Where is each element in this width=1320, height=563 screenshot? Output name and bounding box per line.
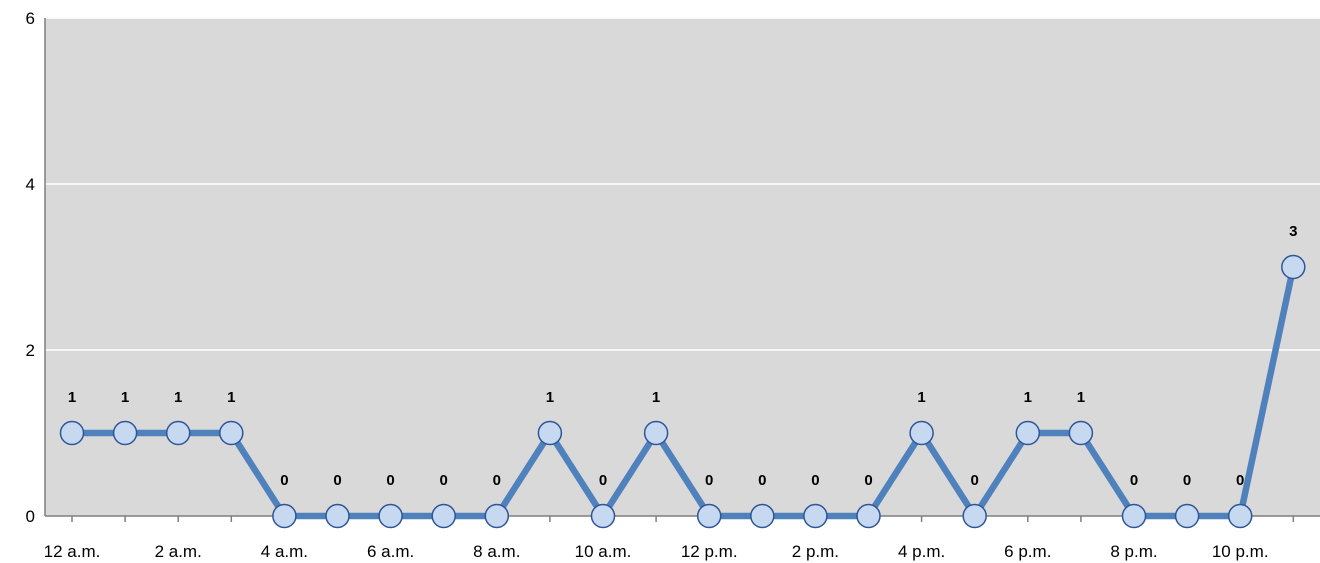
data-point bbox=[1281, 254, 1306, 280]
data-label: 0 bbox=[705, 472, 713, 489]
data-label: 0 bbox=[758, 472, 766, 489]
x-tick-label: 4 a.m. bbox=[261, 542, 308, 561]
data-point bbox=[112, 420, 138, 446]
y-axis-tick-labels: 0 2 4 6 bbox=[26, 9, 35, 526]
data-label: 0 bbox=[440, 472, 448, 489]
x-tick-label: 10 a.m. bbox=[575, 542, 632, 561]
data-point bbox=[537, 420, 563, 446]
data-label: 0 bbox=[386, 472, 394, 489]
x-tick-label: 10 p.m. bbox=[1212, 542, 1269, 561]
data-point bbox=[165, 420, 191, 446]
data-label: 0 bbox=[1130, 472, 1138, 489]
y-tick-label: 4 bbox=[26, 175, 35, 194]
series-line-segment bbox=[228, 429, 288, 520]
data-label: 0 bbox=[333, 472, 341, 489]
data-point bbox=[1015, 420, 1041, 446]
gridlines bbox=[45, 17, 1320, 351]
y-tick-label: 6 bbox=[26, 9, 35, 28]
data-label: 0 bbox=[280, 472, 288, 489]
data-point bbox=[909, 420, 934, 446]
x-tick-label: 4 p.m. bbox=[898, 542, 945, 561]
data-point bbox=[803, 503, 828, 529]
data-label: 0 bbox=[971, 472, 979, 489]
y-tick-label: 2 bbox=[26, 341, 35, 360]
data-label: 1 bbox=[174, 389, 182, 406]
data-point bbox=[962, 503, 987, 529]
data-point bbox=[696, 503, 722, 529]
data-label: 1 bbox=[121, 389, 129, 406]
series-line-segment bbox=[493, 429, 554, 520]
x-tick-label: 2 p.m. bbox=[792, 542, 839, 561]
data-label: 1 bbox=[1024, 389, 1032, 406]
x-tick-label: 12 p.m. bbox=[681, 542, 738, 561]
x-tick-label: 6 a.m. bbox=[367, 542, 414, 561]
series-line-segment bbox=[652, 429, 713, 520]
data-label: 0 bbox=[864, 472, 872, 489]
data-point bbox=[378, 503, 403, 529]
x-tick-label: 12 a.m. bbox=[44, 542, 101, 561]
data-label: 0 bbox=[1183, 472, 1191, 489]
data-point bbox=[484, 503, 510, 529]
data-label: 1 bbox=[227, 389, 235, 406]
data-label: 0 bbox=[493, 472, 501, 489]
data-point bbox=[856, 503, 881, 529]
data-point bbox=[431, 503, 456, 529]
series-markers bbox=[59, 254, 1306, 529]
data-point bbox=[750, 503, 775, 529]
data-point bbox=[590, 503, 616, 529]
data-label: 1 bbox=[68, 389, 76, 406]
data-label: 0 bbox=[1236, 472, 1244, 489]
y-tick-label: 0 bbox=[26, 507, 35, 526]
series-line-segment bbox=[599, 429, 660, 520]
data-labels: 1 1 1 1 0 0 0 0 0 1 0 1 0 0 0 0 1 0 1 1 0 0 0 3 bbox=[68, 223, 1298, 489]
data-label: 1 bbox=[652, 389, 660, 406]
series-line-segment bbox=[1077, 429, 1138, 520]
series-line-segment bbox=[1236, 263, 1297, 520]
data-label: 1 bbox=[917, 389, 925, 406]
x-tick-label: 8 a.m. bbox=[473, 542, 520, 561]
x-tick-label: 6 p.m. bbox=[1004, 542, 1051, 561]
plot-area bbox=[45, 18, 1320, 516]
series-line-segment bbox=[865, 429, 925, 520]
data-point bbox=[1227, 503, 1253, 529]
series-line-segment bbox=[546, 429, 607, 520]
data-label: 0 bbox=[811, 472, 819, 489]
series-line-segment bbox=[918, 429, 978, 520]
data-point bbox=[325, 503, 350, 529]
data-point bbox=[272, 503, 297, 529]
data-label: 3 bbox=[1289, 223, 1297, 240]
data-point bbox=[1068, 420, 1094, 446]
data-point bbox=[643, 420, 669, 446]
x-tick-label: 8 p.m. bbox=[1110, 542, 1157, 561]
data-point bbox=[1121, 503, 1147, 529]
data-label: 0 bbox=[599, 472, 607, 489]
x-axis-tick-labels: 12 a.m. 2 a.m. 4 a.m. 6 a.m. 8 a.m. 10 a.m. 12… bbox=[44, 542, 1269, 561]
series-line-segment bbox=[971, 429, 1032, 520]
data-label: 1 bbox=[546, 389, 554, 406]
data-point bbox=[1174, 503, 1200, 529]
data-point bbox=[59, 420, 85, 446]
data-point bbox=[219, 420, 244, 446]
data-label: 1 bbox=[1077, 389, 1085, 406]
x-tick-label: 2 a.m. bbox=[155, 542, 202, 561]
